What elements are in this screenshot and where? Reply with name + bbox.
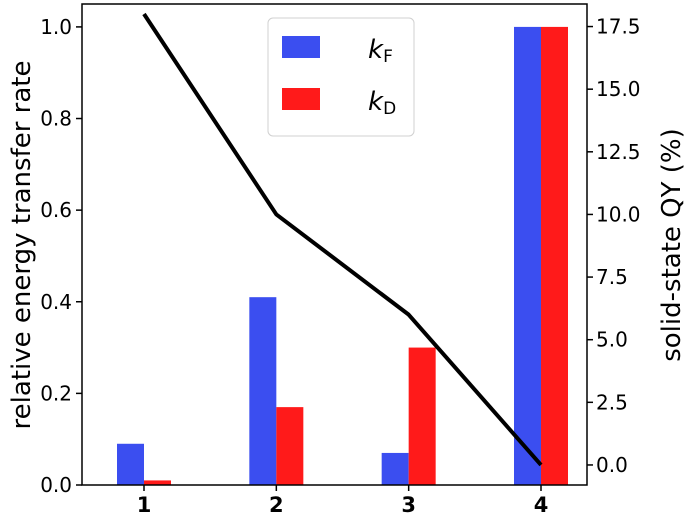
legend-label-kd: kD <box>368 87 396 119</box>
bar-kf-1 <box>117 443 144 485</box>
left-tick-label: 0.8 <box>40 107 72 131</box>
bar-kd-4 <box>541 26 568 486</box>
x-axis: 1 2 3 4 <box>137 485 549 515</box>
x-tick-label: 4 <box>534 493 549 515</box>
left-tick-label: 0.2 <box>40 381 72 405</box>
series-line-qy <box>142 12 543 467</box>
x-tick-label: 1 <box>137 493 152 515</box>
bar-kd-1 <box>144 480 171 485</box>
x-tick-label: 2 <box>269 493 284 515</box>
left-tick-label: 0.4 <box>40 290 72 314</box>
legend-swatch-kd <box>282 88 320 110</box>
right-tick-label: 7.5 <box>596 265 628 289</box>
right-tick-label: 10.0 <box>596 202 641 226</box>
line-layer <box>142 12 543 467</box>
right-tick-label: 15.0 <box>596 77 641 101</box>
left-tick-label: 0.0 <box>40 473 72 497</box>
left-tick-label: 1.0 <box>40 15 72 39</box>
legend-label-kf: kF <box>368 35 393 67</box>
legend: kF kD <box>267 17 415 137</box>
legend-swatch-kf <box>282 36 320 58</box>
right-axis: 0.0 2.5 5.0 7.5 10.0 12.5 15.0 17.5 <box>587 15 641 477</box>
y-axis-label: relative energy transfer rate <box>7 61 37 430</box>
right-tick-label: 0.0 <box>596 453 628 477</box>
plot-frame <box>81 3 588 486</box>
bar-kd-2 <box>276 407 304 485</box>
left-axis: 0.0 0.2 0.4 0.6 0.8 1.0 <box>40 15 82 497</box>
bars-layer <box>117 26 568 486</box>
right-tick-label: 5.0 <box>596 328 628 352</box>
right-tick-label: 2.5 <box>596 390 628 414</box>
bar-kf-3 <box>381 452 409 485</box>
y2-axis-label: solid-state QY (%) <box>657 128 687 362</box>
bar-kf-2 <box>249 297 277 485</box>
x-tick-label: 3 <box>401 493 416 515</box>
right-tick-label: 12.5 <box>596 140 641 164</box>
bar-kf-4 <box>514 26 541 486</box>
bar-kd-3 <box>408 347 436 485</box>
right-tick-label: 17.5 <box>596 15 641 39</box>
left-tick-label: 0.6 <box>40 198 72 222</box>
